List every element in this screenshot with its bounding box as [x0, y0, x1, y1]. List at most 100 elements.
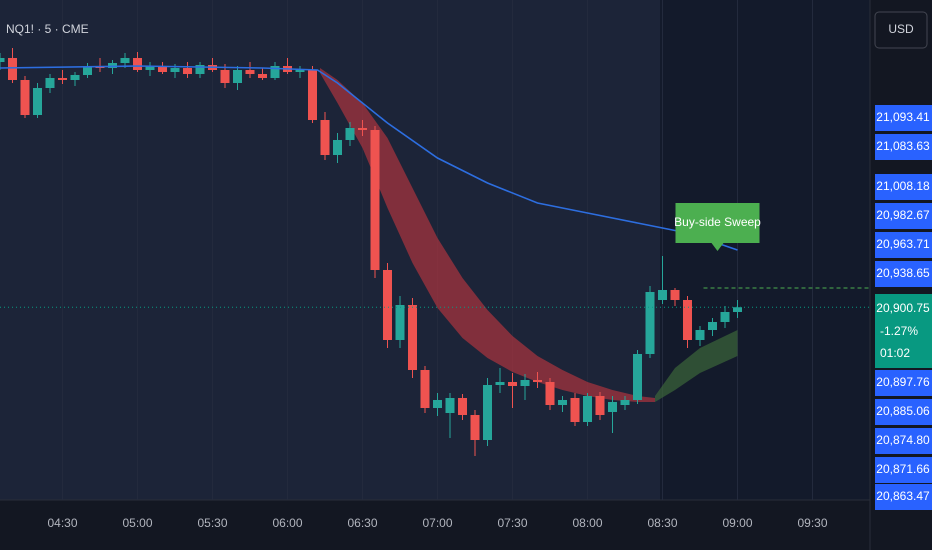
candle-body	[233, 70, 242, 83]
candle-body	[295, 70, 305, 72]
candle-body	[0, 58, 5, 62]
candle-body	[170, 68, 180, 72]
candle-body	[683, 300, 692, 340]
candle-body	[345, 128, 355, 140]
change-label: -1.27%	[880, 324, 918, 338]
candle-body	[408, 305, 417, 370]
candle-body	[720, 312, 730, 322]
candle-body	[183, 68, 192, 74]
candle-body	[320, 120, 330, 155]
price-tag-label: 20,874.80	[876, 433, 930, 447]
candle-body	[695, 330, 705, 340]
candle-body	[220, 70, 230, 83]
currency[interactable]: USD	[888, 22, 914, 36]
candle-body	[45, 78, 55, 88]
session-shade	[660, 0, 870, 500]
candle-body	[258, 74, 267, 78]
x-tick-label: 05:00	[122, 516, 152, 530]
x-tick-label: 04:30	[47, 516, 77, 530]
price-tag	[875, 370, 932, 396]
last-price-tag	[875, 294, 932, 368]
price-tag	[875, 203, 932, 229]
candle-body	[533, 380, 542, 382]
candle-body	[520, 380, 530, 386]
candle-body	[470, 415, 480, 440]
x-tick-label: 07:00	[422, 516, 452, 530]
candle-body	[670, 290, 680, 300]
candle-body	[608, 402, 617, 412]
candle-body	[245, 70, 255, 74]
x-tick-label: 07:30	[497, 516, 527, 530]
price-tag	[875, 261, 932, 287]
price-tag	[875, 105, 932, 131]
candle-body	[20, 80, 30, 115]
candle-body	[583, 396, 592, 422]
candle-body	[395, 305, 405, 340]
ribbon	[320, 68, 655, 402]
candle-body	[308, 70, 317, 120]
price-tag	[875, 134, 932, 160]
moving-average	[0, 65, 738, 251]
price-tag	[875, 232, 932, 258]
x-tick-label: 05:30	[197, 516, 227, 530]
candle-body	[508, 382, 517, 386]
price-tag	[875, 399, 932, 425]
candle-body	[383, 270, 392, 340]
candle-body	[108, 63, 117, 68]
candle-body	[133, 58, 142, 70]
time-axis	[0, 500, 870, 550]
candle-body	[495, 382, 505, 385]
candle-body	[658, 290, 667, 300]
price-tag-label: 20,982.67	[876, 208, 930, 222]
candle-body	[333, 140, 342, 155]
candle-body	[545, 382, 555, 405]
price-tag-label: 20,863.47	[876, 489, 930, 503]
x-tick-label: 06:30	[347, 516, 377, 530]
candle-body	[645, 292, 655, 354]
annotation-text: Buy-side Sweep	[674, 215, 761, 229]
candle-body	[70, 75, 80, 80]
candle-body	[458, 398, 467, 415]
candle-body	[358, 128, 367, 130]
price-tag-label: 21,093.41	[876, 110, 930, 124]
x-tick-label: 08:30	[647, 516, 677, 530]
candle-body	[420, 370, 430, 408]
x-tick-label: 08:00	[572, 516, 602, 530]
countdown: 01:02	[880, 346, 910, 360]
candle-body	[595, 396, 605, 415]
candle-body	[483, 385, 492, 440]
x-tick-label: 09:00	[722, 516, 752, 530]
candle-body	[733, 307, 742, 312]
price-tag	[875, 457, 932, 483]
price-tag	[875, 428, 932, 454]
price-tag-label: 20,897.76	[876, 375, 930, 389]
symbol-title: NQ1! · 5 · CME	[6, 22, 89, 36]
last-price-label: 20,900.75	[876, 301, 930, 315]
candle-body	[8, 58, 17, 80]
price-tag-label: 20,871.66	[876, 462, 930, 476]
price-tag-label: 21,083.63	[876, 139, 930, 153]
candle-body	[58, 78, 67, 80]
price-tag-label: 20,885.06	[876, 404, 930, 418]
candle-body	[33, 88, 42, 115]
candle-body	[83, 66, 92, 75]
candle-body	[270, 66, 280, 78]
candle-body	[558, 400, 567, 405]
candle-body	[158, 66, 167, 72]
candle-body	[445, 398, 455, 413]
candle-body	[433, 400, 442, 408]
candle-body	[708, 322, 717, 330]
candle-body	[120, 58, 130, 63]
currency-button[interactable]	[874, 11, 928, 49]
price-tag-label: 20,938.65	[876, 266, 930, 280]
price-tag-label: 21,008.18	[876, 179, 930, 193]
ribbon	[655, 330, 738, 402]
annotation-box	[675, 203, 760, 251]
candle-body	[145, 66, 155, 70]
x-tick-label: 09:30	[797, 516, 827, 530]
candle-body	[633, 354, 642, 400]
candle-body	[195, 65, 205, 74]
candle-body	[570, 398, 580, 422]
price-tag	[875, 484, 932, 510]
